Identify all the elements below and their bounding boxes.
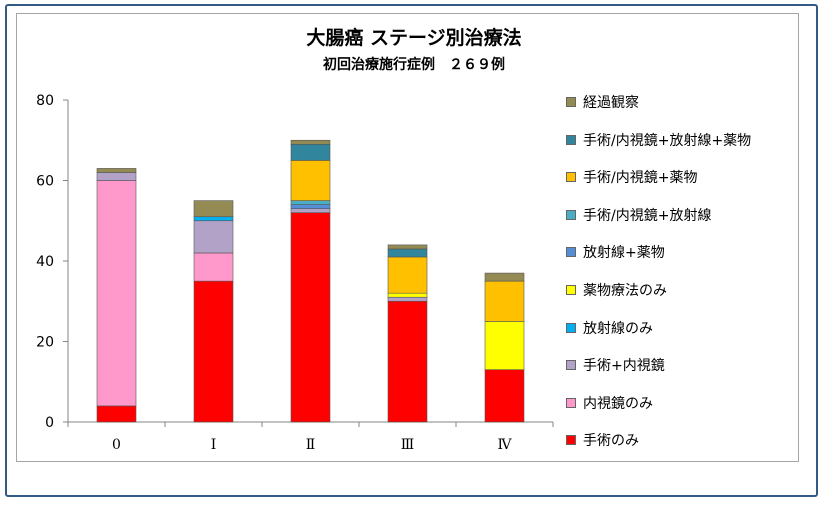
bar-segment-10 <box>387 244 428 250</box>
bar-segment-5 <box>484 321 525 370</box>
legend-item: 放射線+薬物 <box>566 242 665 262</box>
legend-swatch <box>566 97 576 107</box>
legend-swatch <box>566 435 576 446</box>
y-tick-label: 80 <box>36 93 54 109</box>
bar-segment-10 <box>290 139 331 145</box>
legend-swatch <box>566 360 576 371</box>
legend-item: 経過観察 <box>566 92 639 112</box>
legend-item: 手術のみ <box>566 430 639 450</box>
legend-item: 内視鏡のみ <box>566 393 653 413</box>
bar-segment-1 <box>387 300 428 423</box>
legend-swatch <box>566 134 576 145</box>
legend-label: 放射線+薬物 <box>583 245 665 262</box>
bar-segment-10 <box>96 168 137 173</box>
bar-segment-1 <box>193 280 234 423</box>
y-tick-label: 60 <box>36 174 54 190</box>
bar-segment-8 <box>387 256 428 294</box>
legend-item: 放射線のみ <box>566 318 653 338</box>
legend-swatch <box>566 172 576 183</box>
chart-subtitle: 初回治療施行症例 ２６９例 <box>323 57 505 73</box>
bar-segment-4 <box>193 216 234 222</box>
legend-swatch <box>566 285 576 295</box>
legend-swatch <box>566 397 576 408</box>
bar-segment-3 <box>387 296 428 302</box>
legend-item: 手術/内視鏡+薬物 <box>566 167 697 187</box>
bar-segment-6 <box>290 204 331 209</box>
x-tick-label: 0 <box>112 437 121 453</box>
bar-segment-10 <box>484 272 525 282</box>
bar-segment-2 <box>193 252 234 282</box>
y-tick-label: 0 <box>45 415 54 431</box>
legend-label: 手術/内視鏡+放射線 <box>583 207 712 224</box>
legend-item: 薬物療法のみ <box>566 280 667 300</box>
bar-segment-7 <box>290 200 331 205</box>
bar-segment-1 <box>290 212 331 423</box>
bar-segment-3 <box>96 172 137 181</box>
x-tick-label: Ⅱ <box>306 437 316 453</box>
bar-segment-2 <box>96 180 137 407</box>
legend-label: 経過観察 <box>583 95 639 111</box>
x-tick-label: Ⅳ <box>498 437 513 453</box>
y-tick-label: 20 <box>36 335 54 351</box>
legend-item: 手術/内視鏡+放射線+薬物 <box>566 130 751 150</box>
legend-label: 手術+内視鏡 <box>583 358 665 375</box>
legend-swatch <box>566 247 576 258</box>
bar-segment-3 <box>193 220 234 254</box>
bar-segment-9 <box>290 143 331 161</box>
legend-label: 薬物療法のみ <box>583 283 667 299</box>
bar-segment-1 <box>96 405 137 423</box>
bar-segment-1 <box>484 369 525 423</box>
legend-swatch <box>566 209 576 220</box>
bar-segment-10 <box>193 200 234 218</box>
legend-label: 手術/内視鏡+薬物 <box>583 170 698 187</box>
legend-label: 手術/内視鏡+放射線+薬物 <box>583 132 752 149</box>
legend-swatch <box>566 322 576 333</box>
legend-label: 内視鏡のみ <box>583 395 653 412</box>
bar-segment-8 <box>484 280 525 322</box>
legend-label: 放射線のみ <box>583 320 653 337</box>
legend-item: 手術+内視鏡 <box>566 355 665 375</box>
x-tick-label: Ⅲ <box>401 437 415 453</box>
x-tick-label: Ⅰ <box>211 437 217 453</box>
bar-segment-9 <box>387 248 428 258</box>
bar-segment-3 <box>290 208 331 214</box>
bar-segment-8 <box>290 160 331 201</box>
bar-segment-5 <box>387 292 428 298</box>
y-tick-label: 40 <box>36 254 54 270</box>
legend-label: 手術のみ <box>583 433 639 450</box>
chart-title: 大腸癌 ステージ別治療法 <box>306 27 522 49</box>
legend-item: 手術/内視鏡+放射線 <box>566 205 711 225</box>
